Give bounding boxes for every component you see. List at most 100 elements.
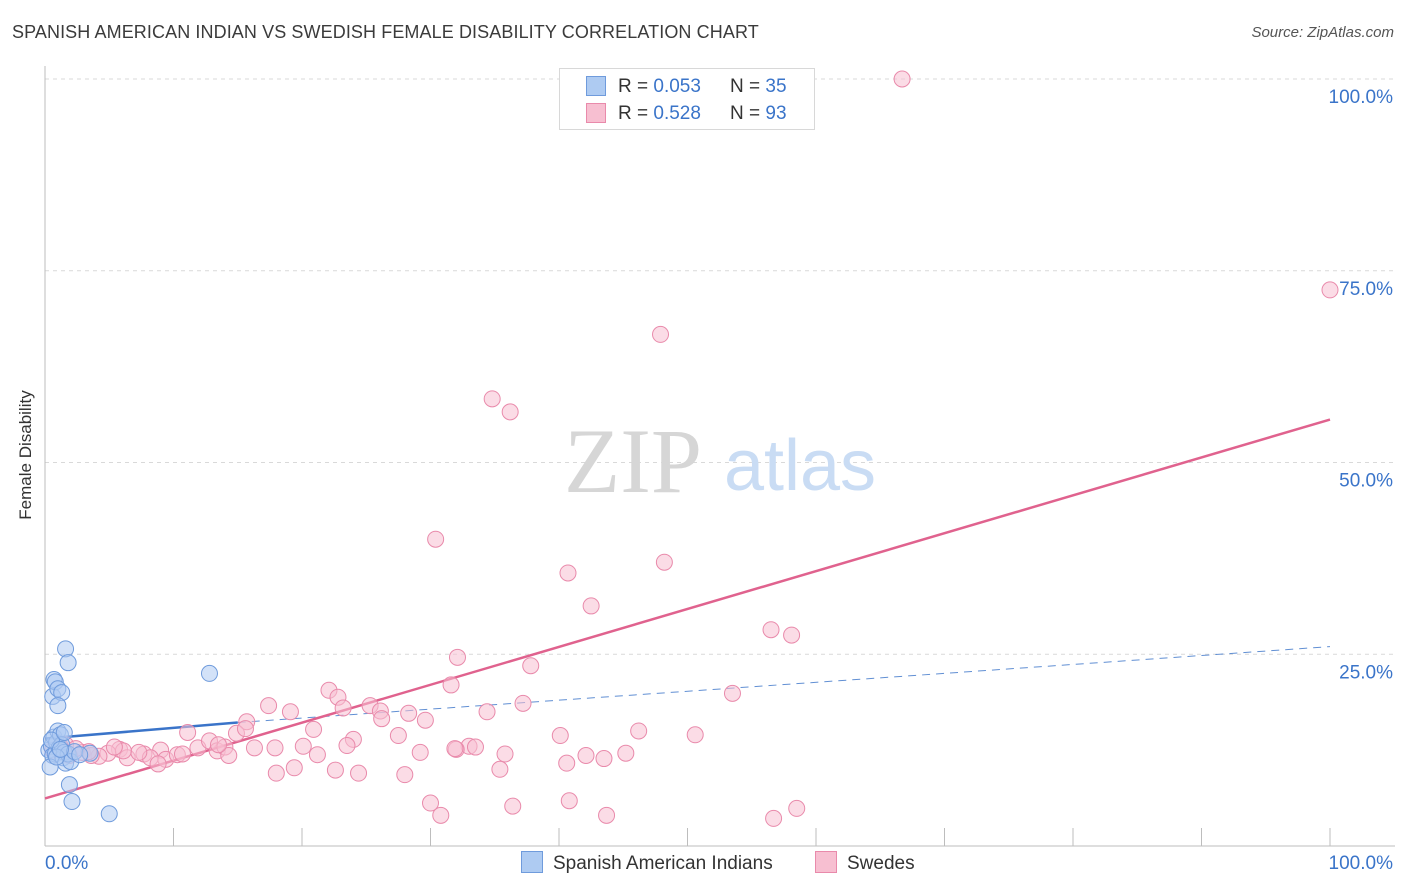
swedes-point: [432, 806, 450, 824]
swedes-point: [598, 806, 616, 824]
swedes-point: [400, 704, 418, 722]
swedes-point: [294, 737, 312, 755]
y-tick-label: 100.0%: [1329, 87, 1394, 108]
swedes-point: [1321, 281, 1339, 299]
x-tick-label: 100.0%: [1329, 853, 1394, 874]
y-tick-label: 25.0%: [1339, 662, 1393, 683]
swedes-point: [236, 720, 254, 738]
swedes-point: [179, 723, 197, 741]
legend-item-swedes[interactable]: Swedes: [815, 851, 915, 875]
legend-n: N = 93: [730, 103, 787, 124]
spanish-american-indians-point: [60, 776, 78, 794]
swedes-point: [483, 390, 501, 408]
spanish-american-indians-point: [57, 640, 75, 658]
gridlines: [45, 78, 1395, 655]
watermark-atlas: atlas: [724, 426, 876, 506]
swedes-point: [522, 657, 540, 675]
swedes-point: [416, 711, 434, 729]
watermark: ZIP atlas: [564, 410, 876, 512]
spanish-american-indians-points: [40, 640, 218, 823]
swedes-point: [560, 792, 578, 810]
swedes-point: [422, 794, 439, 812]
swedes-point: [396, 766, 414, 784]
swedes-point: [427, 530, 445, 548]
axes: [44, 66, 1395, 847]
swedes-point: [466, 738, 484, 756]
legend-item-spanish-american-indians[interactable]: Spanish American Indians: [521, 851, 773, 875]
swedes-point: [267, 764, 285, 782]
swedes-point: [551, 727, 569, 745]
legend-r: R = 0.528: [618, 103, 701, 124]
legend-swatch-blue: [521, 851, 543, 873]
swedes-point: [501, 403, 519, 421]
correlation-legend: R = 0.053 N = 35 R = 0.528 N = 93: [559, 68, 815, 130]
spanish-american-indians-point: [200, 664, 218, 682]
swedes-point: [281, 703, 299, 721]
legend-n: N = 35: [730, 76, 787, 97]
swedes-point: [655, 553, 673, 571]
swedes-point: [389, 727, 407, 745]
legend-swatch-blue: [586, 76, 606, 96]
y-tick-label: 75.0%: [1339, 279, 1393, 300]
swedes-point: [630, 722, 648, 740]
spanish-american-indians-point: [71, 746, 89, 764]
swedes-point: [373, 710, 391, 728]
swedes-point: [220, 746, 238, 764]
swedes-point: [285, 759, 303, 777]
y-tick-label: 50.0%: [1339, 471, 1393, 492]
swedes-point: [686, 726, 704, 744]
swedes-point: [149, 755, 167, 773]
swedes-points: [44, 70, 1339, 827]
swedes-point: [783, 626, 801, 644]
swedes-point: [595, 750, 613, 768]
legend-swatch-pink: [586, 103, 606, 123]
spanish-american-indians-point: [59, 654, 77, 672]
spanish-american-indians-point: [55, 723, 73, 741]
spanish-american-indians-point: [49, 697, 67, 715]
swedes-point: [762, 621, 780, 639]
swedes-point: [478, 703, 496, 721]
spanish-american-indians-point: [51, 740, 69, 758]
tick-labels: 25.0% 50.0% 75.0% 100.0% 0.0% 100.0%: [45, 87, 1393, 874]
swedes-point: [308, 746, 326, 764]
swedes-point: [350, 764, 368, 782]
swedes-point: [788, 799, 806, 817]
swedes-point: [446, 740, 464, 758]
x-tick-label: 0.0%: [45, 853, 88, 874]
series-legend: Spanish American Indians Swedes: [0, 851, 1406, 879]
trend-lines: [44, 418, 1331, 800]
swedes-point: [448, 648, 466, 666]
swedes-point: [266, 739, 284, 757]
swedes-point: [338, 737, 356, 755]
swedes-point: [559, 564, 577, 582]
legend-swatch-pink: [815, 851, 837, 873]
swedes-point: [765, 809, 783, 827]
trend-line-swedes: [44, 418, 1331, 800]
trend-line-spanish-american-indians-dashed: [237, 646, 1331, 724]
swedes-point: [245, 739, 263, 757]
swedes-point: [514, 694, 532, 712]
swedes-point: [893, 70, 911, 88]
swedes-point: [617, 744, 635, 762]
swedes-point: [260, 697, 278, 715]
spanish-american-indians-point: [63, 793, 81, 811]
swedes-point: [442, 676, 460, 694]
swedes-point: [577, 746, 595, 764]
spanish-american-indians-point: [100, 805, 118, 823]
swedes-point: [173, 745, 191, 763]
swedes-point: [130, 743, 148, 761]
swedes-point: [582, 597, 600, 615]
swedes-point: [105, 738, 123, 756]
swedes-point: [496, 745, 514, 763]
swedes-point: [504, 797, 522, 815]
swedes-point: [334, 699, 352, 717]
trend-line-spanish-american-indians: [44, 721, 238, 740]
swedes-point: [209, 736, 227, 754]
chart-title: SPANISH AMERICAN INDIAN VS SWEDISH FEMAL…: [12, 22, 759, 42]
swedes-point: [652, 325, 670, 343]
swedes-point: [558, 754, 576, 772]
source-credit: Source: ZipAtlas.com: [1251, 24, 1394, 41]
swedes-point: [491, 760, 509, 778]
swedes-point: [326, 761, 344, 779]
